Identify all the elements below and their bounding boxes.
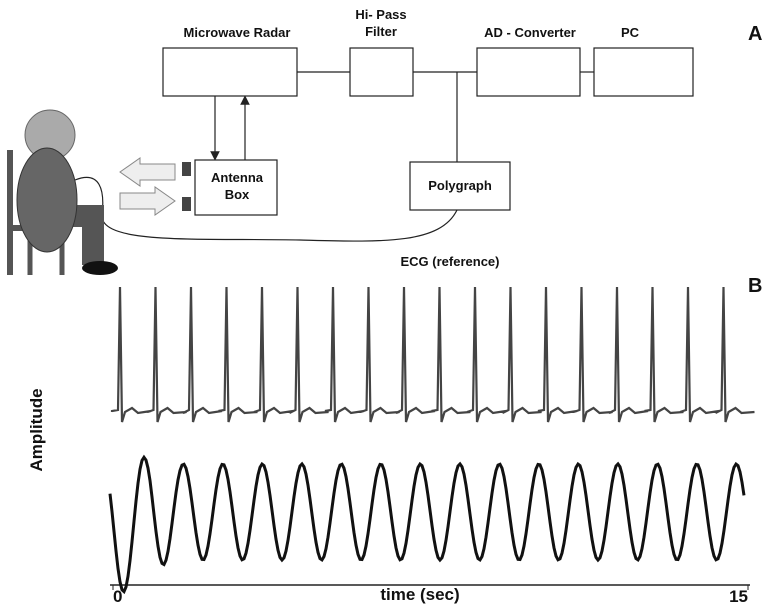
ecg-label: ECG (reference) bbox=[401, 254, 500, 269]
node-label: Polygraph bbox=[428, 178, 492, 193]
label-line: Antenna bbox=[211, 170, 264, 185]
radar-trace bbox=[110, 457, 744, 591]
label-line: AD - Converter bbox=[484, 25, 576, 40]
filter-box bbox=[350, 48, 413, 96]
x-axis-label: time (sec) bbox=[380, 585, 459, 604]
node-label: AD - Converter bbox=[484, 25, 576, 40]
node-label: PC bbox=[621, 25, 640, 40]
chart: B Amplitude time (sec) bbox=[27, 275, 762, 604]
diagram: A Microwave Radar Hi- Pass Filter AD - Co… bbox=[10, 7, 762, 275]
node-label: Microwave Radar bbox=[184, 25, 291, 40]
ecg-trace bbox=[112, 287, 755, 422]
node-label: Hi- Pass Filter bbox=[355, 7, 406, 39]
label-line: Microwave Radar bbox=[184, 25, 291, 40]
antenna bbox=[182, 162, 191, 176]
y-axis-label: Amplitude bbox=[27, 388, 46, 471]
wave-arrow bbox=[120, 158, 175, 186]
label-line: Hi- Pass bbox=[355, 7, 406, 22]
x-tick-label: 15 bbox=[729, 587, 748, 606]
label-line: Filter bbox=[365, 24, 397, 39]
antenna bbox=[182, 197, 191, 211]
body bbox=[17, 148, 77, 252]
label-line: PC bbox=[621, 25, 640, 40]
adc-box bbox=[477, 48, 580, 96]
panel-label: A bbox=[748, 23, 762, 45]
foot bbox=[82, 261, 118, 275]
label-line: Box bbox=[225, 187, 250, 202]
radar-box bbox=[163, 48, 297, 96]
label-line: Polygraph bbox=[428, 178, 492, 193]
wave-arrow bbox=[120, 187, 175, 215]
panel-label: B bbox=[748, 275, 762, 297]
pc-box bbox=[594, 48, 693, 96]
legs bbox=[82, 205, 104, 265]
x-tick-label: 0 bbox=[113, 587, 122, 606]
figure: A Microwave Radar Hi- Pass Filter AD - Co… bbox=[0, 0, 765, 606]
